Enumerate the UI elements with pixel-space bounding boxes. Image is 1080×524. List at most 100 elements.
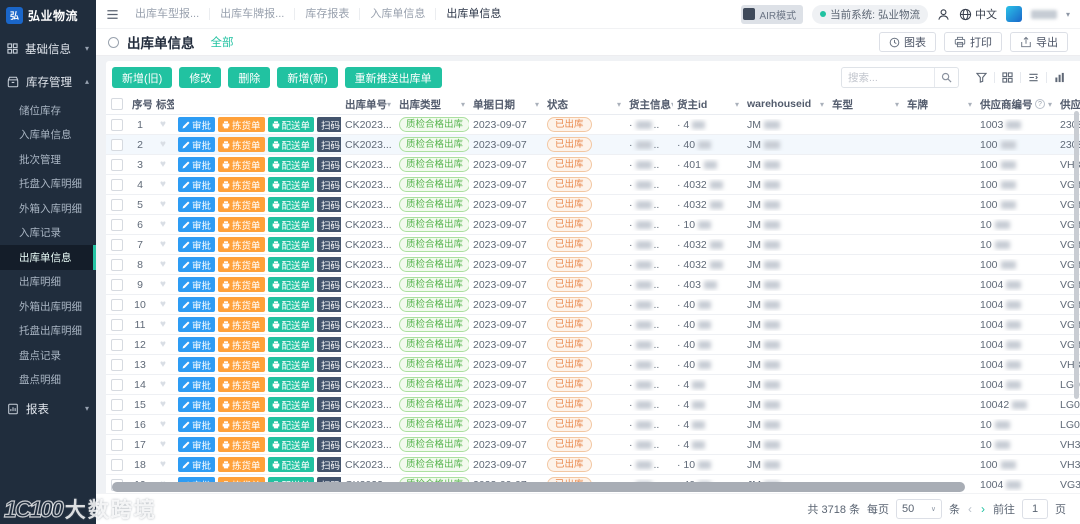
heart-icon[interactable]: ♥ — [160, 359, 166, 370]
tab-5[interactable]: 出库单信息 — [446, 8, 502, 20]
row-action-拣货单[interactable]: 拣货单 — [218, 237, 265, 252]
row-action-配送单[interactable]: 配送单 — [267, 397, 315, 412]
sidebar-item-盘点记录[interactable]: 盘点记录 — [19, 349, 61, 362]
refresh-icon[interactable] — [108, 36, 119, 48]
header-owner_info[interactable]: 货主信息▾ — [625, 97, 673, 112]
sidebar-item-入库单信息[interactable]: 入库单信息 — [19, 129, 72, 142]
导出-button[interactable]: 导出 — [1010, 32, 1068, 52]
header-vehicle_model[interactable]: 车型 ▾ — [828, 97, 903, 112]
row-checkbox[interactable] — [111, 338, 123, 351]
row-action-扫码出库[interactable]: 扫码出库 — [317, 157, 341, 172]
row-action-拣货单[interactable]: 拣货单 — [218, 377, 265, 392]
bar-chart-icon[interactable] — [1046, 72, 1072, 83]
sort-caret-icon[interactable]: ▾ — [819, 99, 824, 109]
row-action-审批[interactable]: 审批 — [178, 237, 216, 252]
toolbar-button-2[interactable]: 修改 — [179, 67, 222, 88]
row-action-审批[interactable]: 审批 — [178, 197, 216, 212]
row-action-审批[interactable]: 审批 — [178, 137, 216, 152]
avatar[interactable] — [1005, 6, 1022, 22]
row-action-扫码出库[interactable]: 扫码出库 — [317, 317, 341, 332]
row-action-配送单[interactable]: 配送单 — [267, 137, 315, 152]
row-action-审批[interactable]: 审批 — [178, 297, 216, 312]
sort-caret-icon[interactable]: ▾ — [671, 100, 673, 109]
header-order_no[interactable]: 出库单号 ▾ — [341, 97, 395, 112]
sidebar-item-外箱入库明细[interactable]: 外箱入库明细 — [19, 202, 82, 215]
row-checkbox[interactable] — [111, 138, 123, 151]
row-action-配送单[interactable]: 配送单 — [267, 197, 315, 212]
sidebar-group-3[interactable]: 报表 ▾ — [0, 392, 96, 425]
row-checkbox[interactable] — [111, 238, 123, 251]
sidebar-group-1[interactable]: 基础信息 ▾ — [0, 32, 96, 65]
heart-icon[interactable]: ♥ — [160, 459, 166, 470]
sidebar-item-批次管理[interactable]: 批次管理 — [19, 153, 61, 166]
header-date[interactable]: 单据日期 ▾ — [469, 97, 543, 112]
tab-2[interactable]: 出库车牌报... — [210, 8, 296, 20]
row-action-扫码出库[interactable]: 扫码出库 — [317, 257, 341, 272]
row-action-审批[interactable]: 审批 — [178, 157, 216, 172]
filter-all-link[interactable]: 全部 — [210, 37, 234, 49]
row-checkbox[interactable] — [111, 418, 123, 431]
row-action-审批[interactable]: 审批 — [178, 177, 216, 192]
row-action-审批[interactable]: 审批 — [178, 217, 216, 232]
row-action-拣货单[interactable]: 拣货单 — [218, 177, 265, 192]
row-action-配送单[interactable]: 配送单 — [267, 257, 315, 272]
tab-3[interactable]: 库存报表 — [295, 8, 361, 20]
row-action-配送单[interactable]: 配送单 — [267, 277, 315, 292]
row-action-审批[interactable]: 审批 — [178, 357, 216, 372]
toolbar-button-1[interactable]: 新增(旧) — [112, 67, 173, 88]
horizontal-scrollbar[interactable] — [112, 482, 965, 492]
help-icon[interactable]: ? — [1034, 99, 1045, 109]
row-action-扫码出库[interactable]: 扫码出库 — [317, 457, 341, 472]
row-action-扫码出库[interactable]: 扫码出库 — [317, 437, 341, 452]
row-action-配送单[interactable]: 配送单 — [267, 157, 315, 172]
row-action-拣货单[interactable]: 拣货单 — [218, 457, 265, 472]
sort-caret-icon[interactable]: ▾ — [1047, 99, 1052, 109]
row-action-扫码出库[interactable]: 扫码出库 — [317, 377, 341, 392]
row-action-配送单[interactable]: 配送单 — [267, 237, 315, 252]
row-action-扫码出库[interactable]: 扫码出库 — [317, 137, 341, 152]
row-checkbox[interactable] — [111, 298, 123, 311]
row-action-扫码出库[interactable]: 扫码出库 — [317, 177, 341, 192]
heart-icon[interactable]: ♥ — [160, 279, 166, 290]
row-checkbox[interactable] — [111, 318, 123, 331]
row-action-配送单[interactable]: 配送单 — [267, 437, 315, 452]
row-action-拣货单[interactable]: 拣货单 — [218, 417, 265, 432]
tab-4[interactable]: 入库单信息 — [360, 8, 437, 20]
row-action-扫码出库[interactable]: 扫码出库 — [317, 297, 341, 312]
heart-icon[interactable]: ♥ — [160, 319, 166, 330]
sidebar-item-托盘出库明细[interactable]: 托盘出库明细 — [19, 325, 82, 338]
row-action-拣货单[interactable]: 拣货单 — [218, 217, 265, 232]
row-checkbox[interactable] — [111, 458, 123, 471]
next-page-button[interactable]: › — [981, 502, 985, 516]
sidebar-item-托盘入库明细[interactable]: 托盘入库明细 — [19, 178, 82, 191]
sort-caret-icon[interactable]: ▾ — [460, 99, 465, 109]
row-checkbox[interactable] — [111, 158, 123, 171]
row-action-配送单[interactable]: 配送单 — [267, 417, 315, 432]
row-action-配送单[interactable]: 配送单 — [267, 297, 315, 312]
heart-icon[interactable]: ♥ — [160, 139, 166, 150]
row-checkbox[interactable] — [111, 118, 123, 131]
图表-button[interactable]: 图表 — [879, 32, 936, 52]
row-action-审批[interactable]: 审批 — [178, 277, 216, 292]
row-action-扫码出库[interactable]: 扫码出库 — [317, 357, 341, 372]
header-vehicle_plate[interactable]: 车牌 ▾ — [903, 97, 976, 112]
row-action-扫码出库[interactable]: 扫码出库 — [317, 197, 341, 212]
row-action-配送单[interactable]: 配送单 — [267, 377, 315, 392]
select-all-checkbox[interactable] — [111, 98, 123, 110]
vertical-scrollbar[interactable] — [1074, 111, 1079, 399]
sidebar-item-盘点明细[interactable]: 盘点明细 — [19, 374, 61, 387]
heart-icon[interactable]: ♥ — [160, 339, 166, 350]
heart-icon[interactable]: ♥ — [160, 299, 166, 310]
row-action-扫码出库[interactable]: 扫码出库 — [317, 117, 341, 132]
row-action-拣货单[interactable]: 拣货单 — [218, 337, 265, 352]
row-action-拣货单[interactable]: 拣货单 — [218, 157, 265, 172]
row-action-审批[interactable]: 审批 — [178, 377, 216, 392]
heart-icon[interactable]: ♥ — [160, 159, 166, 170]
sidebar-item-入库记录[interactable]: 入库记录 — [19, 227, 61, 240]
search-input[interactable] — [842, 71, 934, 84]
heart-icon[interactable]: ♥ — [160, 219, 166, 230]
row-checkbox[interactable] — [111, 438, 123, 451]
user-icon[interactable] — [937, 8, 950, 21]
sidebar-item-外箱出库明细[interactable]: 外箱出库明细 — [19, 300, 82, 313]
heart-icon[interactable]: ♥ — [160, 379, 166, 390]
